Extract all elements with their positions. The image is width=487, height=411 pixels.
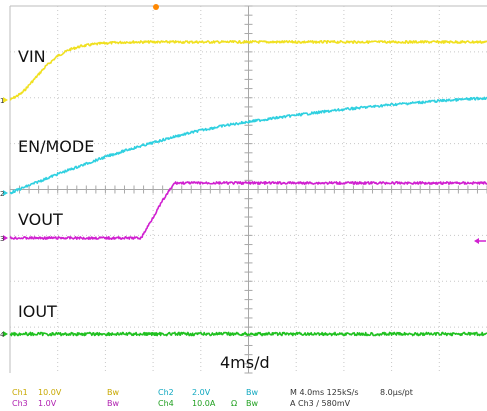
channel-markers: 1 2 3 4 (0, 97, 8, 339)
trace-labels: VIN EN/MODE VOUT IOUT 4ms/d (18, 47, 270, 372)
traces (9, 39, 487, 337)
ground-marker-ch2: 2 (0, 190, 8, 198)
trigger-readout: A Ch3 ∕ 580mV (290, 399, 351, 408)
trigger-arrow-icon (474, 238, 486, 244)
ground-marker-label: 2 (0, 190, 4, 198)
label-iout: IOUT (18, 302, 57, 321)
ch3-label: Ch3 (12, 399, 28, 408)
ground-marker-label: 4 (0, 331, 5, 339)
ground-marker-label: 3 (0, 235, 4, 243)
timebase-readout: M 4.0ms 125kS/s (290, 388, 359, 397)
trigger-position-icon (153, 4, 159, 10)
grid (9, 5, 487, 374)
ch2-bandwidth: Bw (246, 388, 258, 397)
ground-marker-ch3: 3 (0, 235, 8, 243)
ch3-bandwidth: Bw (107, 399, 119, 408)
ground-marker-label: 1 (0, 97, 4, 105)
ch1-label: Ch1 (12, 388, 28, 397)
ground-marker-ch4: 4 (0, 331, 8, 339)
trace-ch2 (9, 96, 487, 195)
trace-ch3 (9, 181, 487, 240)
ch1-scale: 10.0V (38, 388, 62, 397)
trace-ch1 (9, 39, 487, 101)
ch3-scale: 1.0V (38, 399, 57, 408)
sample-interval-readout: 8.0μs/pt (380, 388, 413, 397)
ch2-label: Ch2 (158, 388, 174, 397)
label-vout: VOUT (18, 210, 63, 229)
ch2-scale: 2.0V (192, 388, 211, 397)
ch4-ohm-symbol: Ω (231, 399, 237, 408)
label-vin: VIN (18, 47, 46, 66)
ch4-label: Ch4 (158, 399, 174, 408)
ch4-scale: 10.0A (192, 399, 216, 408)
ch1-bandwidth: Bw (107, 388, 119, 397)
label-en-mode: EN/MODE (18, 137, 94, 156)
ch4-bandwidth: Bw (246, 399, 258, 408)
trace-ch4 (9, 331, 487, 337)
time-division-label: 4ms/d (220, 353, 270, 372)
ground-marker-ch1: 1 (0, 97, 8, 105)
